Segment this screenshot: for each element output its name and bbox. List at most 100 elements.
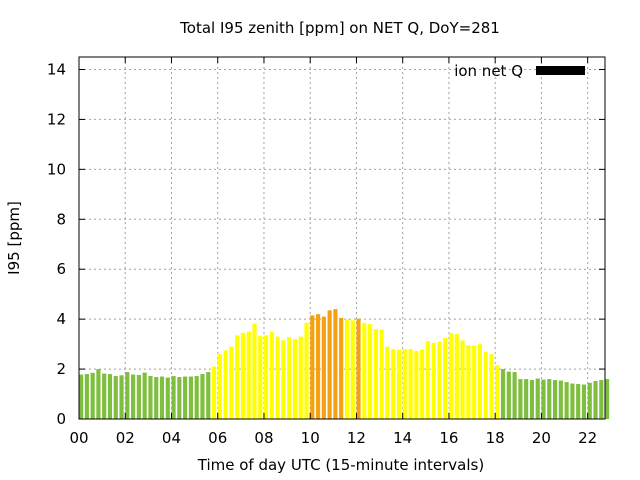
- bar: [211, 366, 217, 419]
- x-axis-label: Time of day UTC (15-minute intervals): [197, 456, 484, 474]
- bar: [229, 346, 234, 419]
- bar: [304, 322, 309, 419]
- bar: [333, 309, 338, 419]
- bar: [599, 380, 604, 419]
- bar: [483, 351, 488, 419]
- y-tick-label: 2: [56, 360, 66, 378]
- bar: [275, 336, 280, 419]
- bar: [206, 372, 211, 419]
- bar: [495, 365, 500, 419]
- legend: ion net Q: [454, 62, 585, 80]
- x-tick-label: 22: [578, 429, 597, 447]
- bar: [90, 372, 95, 419]
- bar: [183, 376, 188, 419]
- bar: [373, 329, 378, 419]
- bar: [246, 331, 251, 419]
- bar: [356, 318, 361, 419]
- bar: [593, 381, 598, 419]
- bar: [414, 351, 419, 419]
- bar: [148, 376, 153, 419]
- bar: [281, 340, 286, 419]
- x-tick-label: 16: [439, 429, 458, 447]
- y-axis-label: I95 [ppm]: [5, 201, 23, 275]
- y-tick-label: 10: [47, 160, 66, 178]
- y-tick-labels: 0 2 4 6 8 10 12 14: [47, 60, 66, 428]
- bar: [500, 369, 506, 419]
- bar: [379, 329, 384, 419]
- bar: [472, 345, 477, 419]
- bar: [136, 375, 141, 419]
- bar: [217, 354, 222, 419]
- bar: [564, 382, 569, 419]
- legend-label: ion net Q: [454, 62, 523, 80]
- bar: [558, 380, 563, 419]
- bar: [84, 374, 89, 419]
- bar: [448, 332, 454, 419]
- bar: [113, 376, 118, 419]
- bar: [454, 334, 459, 419]
- bar: [79, 374, 84, 419]
- bar: [506, 371, 511, 419]
- bar: [321, 316, 326, 419]
- bar: [269, 331, 274, 419]
- bar: [350, 320, 355, 419]
- bar: [402, 349, 407, 419]
- bar: [552, 380, 558, 419]
- bar: [177, 377, 182, 419]
- x-tick-label: 20: [532, 429, 551, 447]
- bar: [489, 354, 494, 419]
- bar: [477, 344, 482, 419]
- bar: [466, 345, 471, 419]
- x-tick-label: 04: [162, 429, 181, 447]
- y-tick-label: 8: [56, 210, 66, 228]
- plot-frame: [78, 56, 606, 420]
- bar: [570, 383, 575, 419]
- bar: [524, 379, 529, 419]
- bar: [512, 372, 517, 419]
- x-tick-label: 00: [69, 429, 88, 447]
- bar: [188, 376, 193, 419]
- bar: [125, 372, 130, 419]
- bar: [154, 377, 159, 419]
- y-tick-label: 6: [56, 260, 66, 278]
- bar: [605, 379, 610, 419]
- bar: [119, 375, 124, 419]
- bar: [131, 374, 136, 419]
- x-tick-label: 18: [486, 429, 505, 447]
- x-tick-label: 06: [208, 429, 227, 447]
- y-tick-label: 12: [47, 110, 66, 128]
- bar: [529, 380, 535, 419]
- x-tick-label: 02: [116, 429, 135, 447]
- bar: [298, 336, 303, 419]
- bar: [408, 349, 413, 419]
- bar: [171, 376, 176, 419]
- y-tick-label: 4: [56, 310, 66, 328]
- bar: [310, 315, 315, 419]
- grid: [79, 57, 605, 419]
- bar: [194, 376, 199, 419]
- bar: [391, 349, 396, 419]
- bar: [142, 372, 147, 419]
- bar: [425, 341, 430, 419]
- bar: [344, 319, 350, 419]
- chart-title: Total I95 zenith [ppm] on NET Q, DoY=281: [179, 19, 500, 37]
- bar: [420, 349, 425, 419]
- bar: [576, 384, 581, 419]
- bar: [437, 341, 442, 419]
- bar: [362, 322, 367, 419]
- bar: [396, 349, 402, 419]
- x-tick-labels: 00 02 04 06 08 10 12 14 16 18 20 22: [69, 429, 597, 447]
- bar: [541, 379, 546, 419]
- bar: [102, 373, 107, 419]
- bar: [240, 332, 246, 419]
- bar: [460, 340, 465, 419]
- bar: [292, 339, 298, 419]
- bar: [107, 374, 113, 419]
- bar: [96, 369, 101, 419]
- bar: [443, 337, 448, 419]
- bar: [547, 379, 552, 419]
- bar: [263, 335, 269, 419]
- bar: [315, 314, 321, 419]
- bar: [327, 310, 332, 419]
- x-tick-label: 12: [347, 429, 366, 447]
